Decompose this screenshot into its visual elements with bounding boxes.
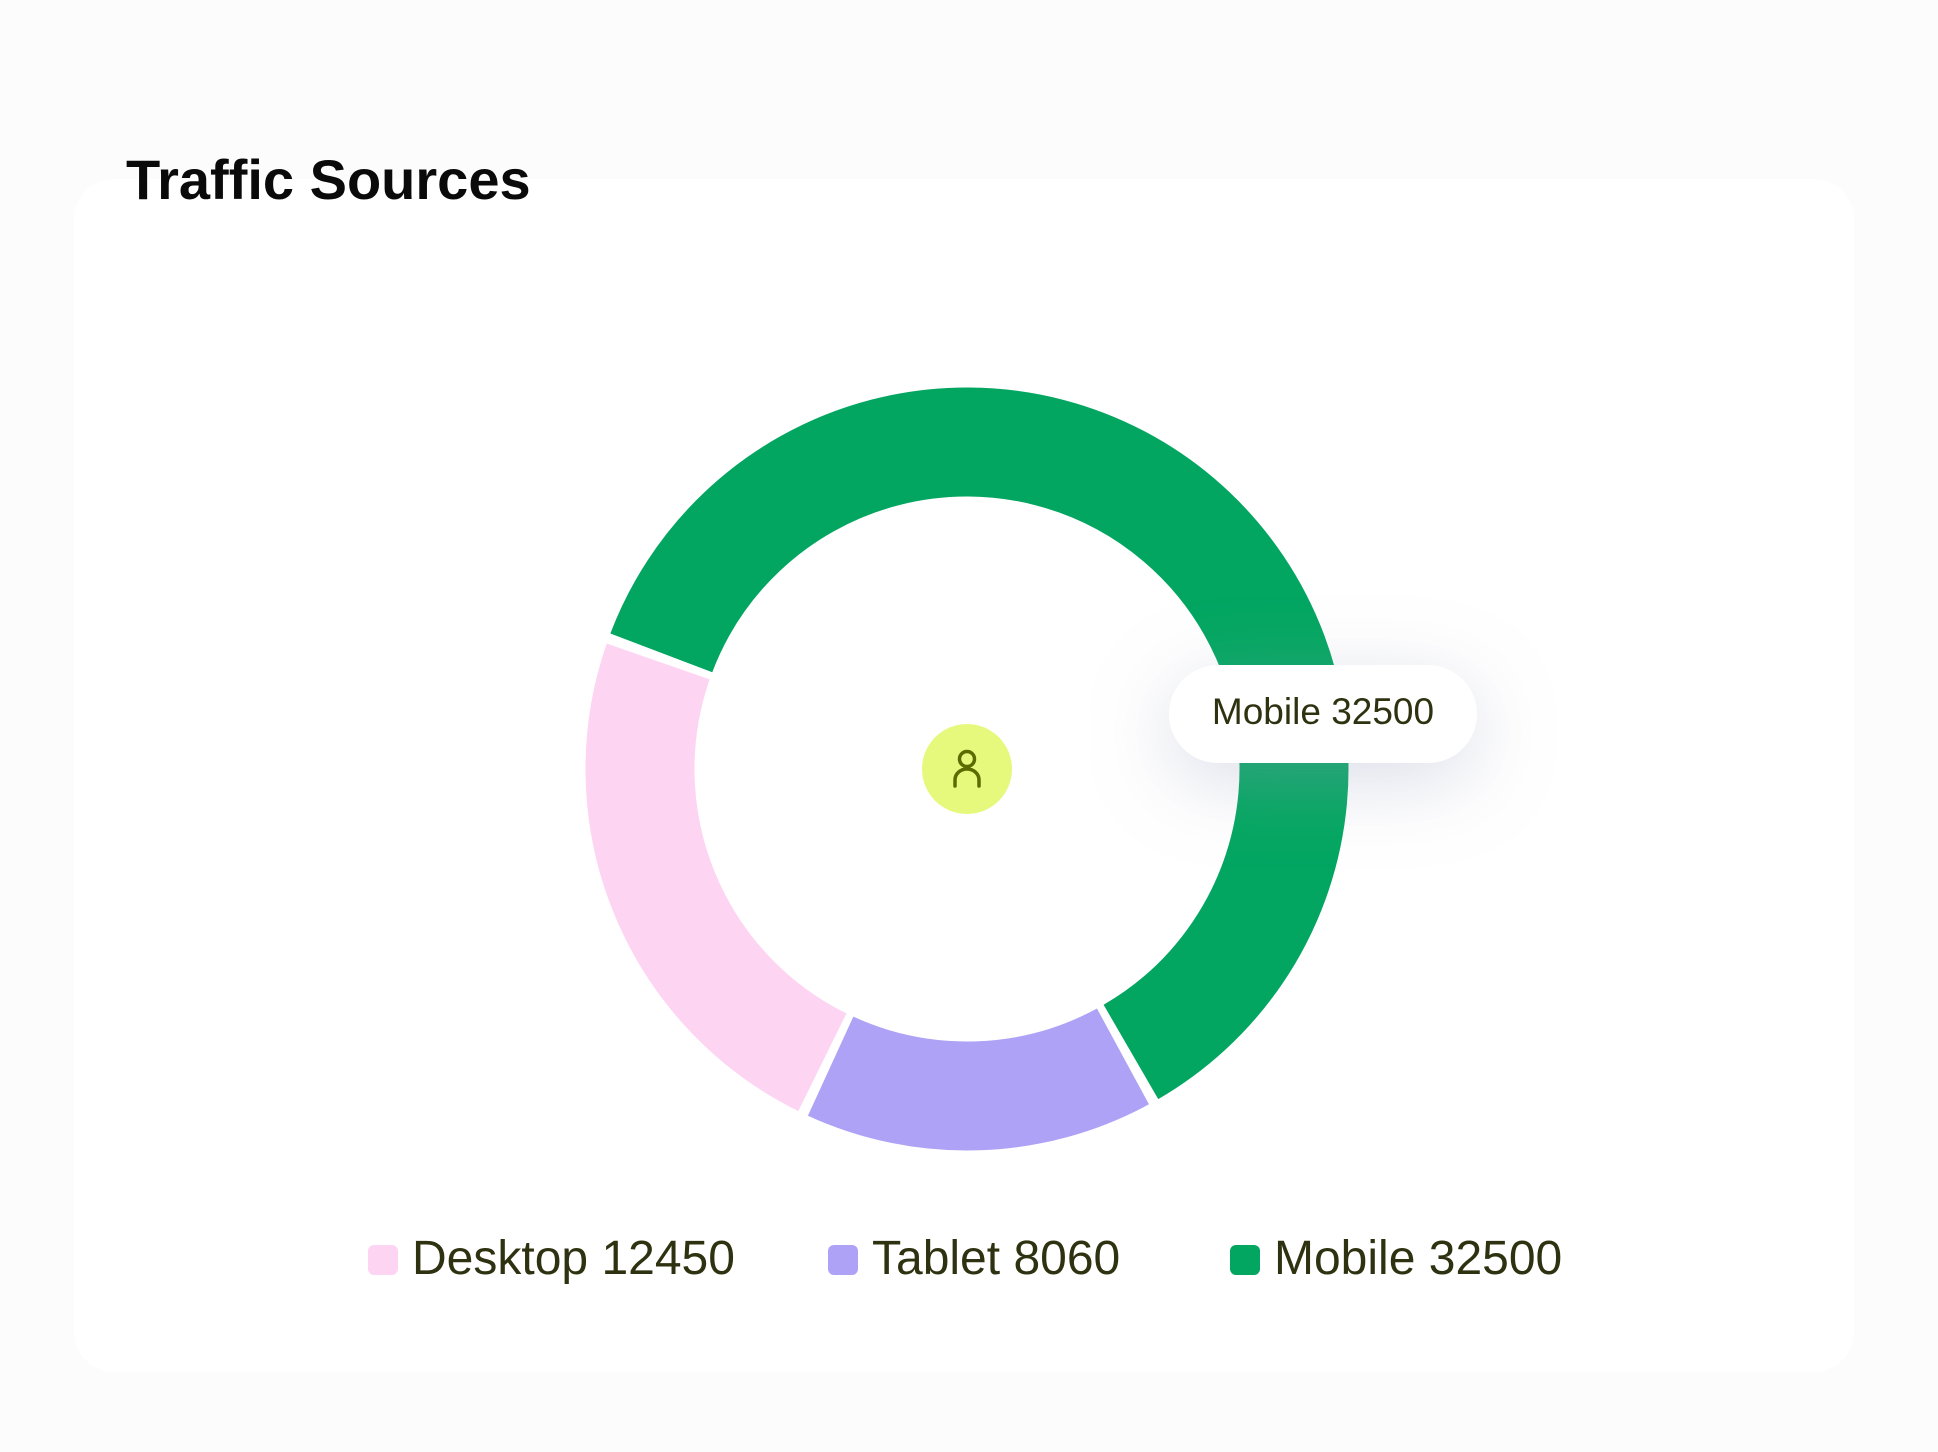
slice (610, 387, 1349, 1100)
legend-swatch (1230, 1245, 1260, 1275)
donut (585, 387, 1349, 1151)
legend-name: Tablet (872, 1232, 1000, 1285)
legend-label: Desktop 12450 (412, 1232, 735, 1285)
legend-value: 8060 (1013, 1232, 1120, 1285)
legend-value: 12450 (601, 1232, 734, 1285)
legend-label: Mobile 32500 (1274, 1232, 1562, 1285)
legend-label: Tablet 8060 (872, 1232, 1120, 1285)
tooltip-name: Mobile (1212, 691, 1321, 732)
slice (585, 643, 848, 1112)
legend: Desktop 12450 Tablet 8060 Mobile 32500 (368, 1232, 1562, 1285)
legend-swatch (368, 1245, 398, 1275)
legend-name: Mobile (1274, 1232, 1415, 1285)
chart-title: Traffic Sources (126, 148, 531, 211)
user-icon (953, 749, 981, 788)
tooltip-text: Mobile 32500 (1212, 691, 1434, 732)
legend-value: 32500 (1429, 1232, 1562, 1285)
legend-name: Desktop (412, 1232, 588, 1285)
slice (807, 1008, 1149, 1151)
tooltip: Mobile 32500 (1169, 665, 1477, 763)
legend-swatch (828, 1245, 858, 1275)
tooltip-box (1169, 665, 1477, 763)
tooltip-value: 32500 (1331, 691, 1434, 732)
